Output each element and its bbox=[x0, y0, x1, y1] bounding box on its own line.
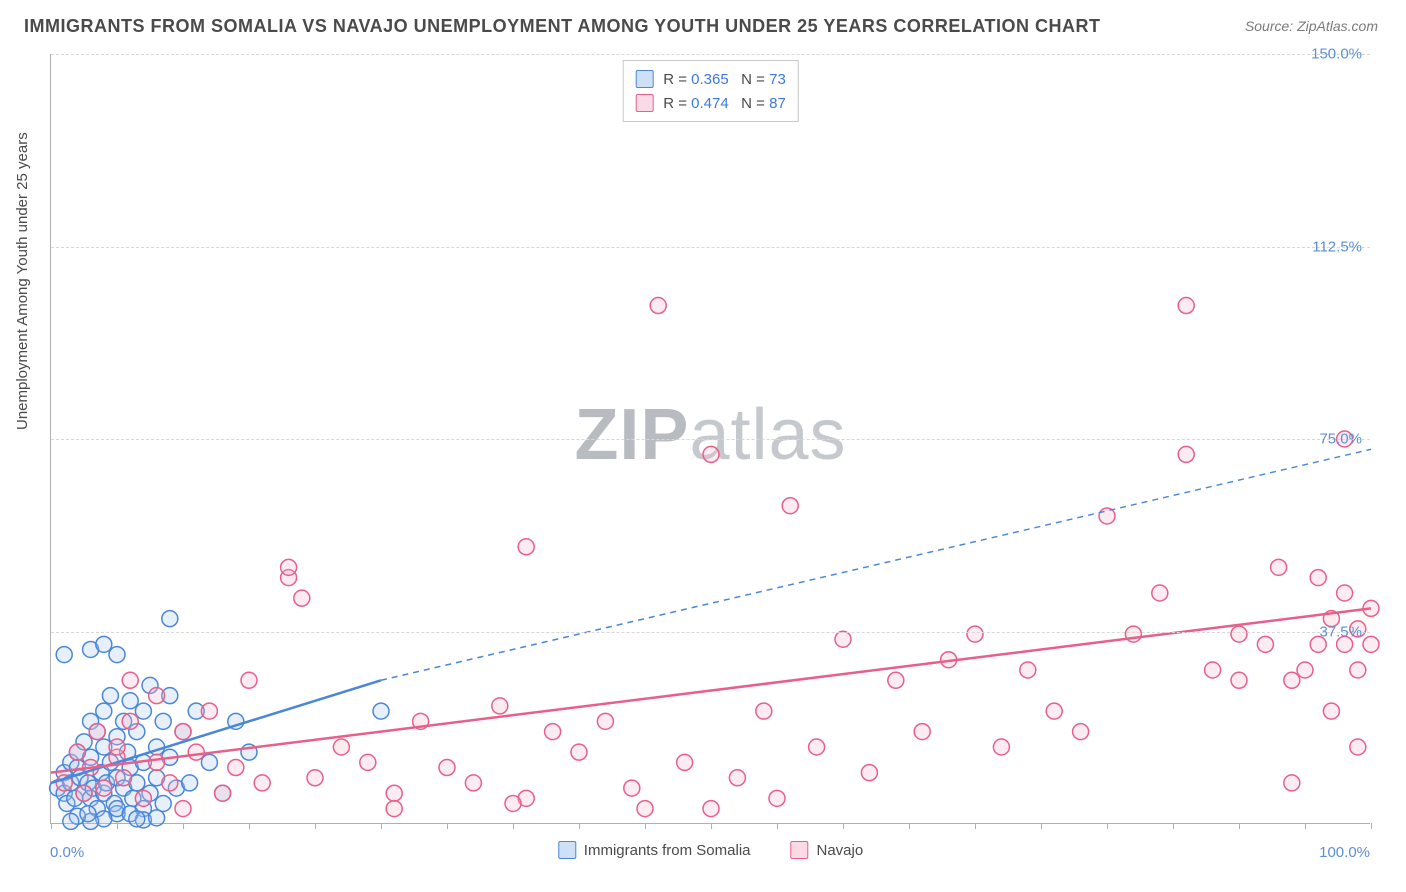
x-axis-min-label: 0.0% bbox=[50, 844, 84, 861]
chart-title: IMMIGRANTS FROM SOMALIA VS NAVAJO UNEMPL… bbox=[24, 16, 1101, 37]
y-tick-label: 75.0% bbox=[1319, 431, 1362, 448]
y-tick-label: 112.5% bbox=[1312, 238, 1362, 255]
series-legend: Immigrants from Somalia Navajo bbox=[558, 841, 863, 859]
source-attribution: Source: ZipAtlas.com bbox=[1245, 18, 1378, 34]
legend-item-navajo: Navajo bbox=[791, 841, 864, 859]
swatch-icon bbox=[558, 841, 576, 859]
y-tick-label: 150.0% bbox=[1311, 46, 1362, 63]
plot-area: ZIPatlas R = 0.365 N = 73 R = 0.474 N = … bbox=[50, 54, 1370, 824]
y-tick-label: 37.5% bbox=[1319, 623, 1362, 640]
x-axis-max-label: 100.0% bbox=[1319, 844, 1370, 861]
y-axis-label: Unemployment Among Youth under 25 years bbox=[14, 132, 31, 430]
swatch-icon bbox=[791, 841, 809, 859]
legend-item-somalia: Immigrants from Somalia bbox=[558, 841, 751, 859]
